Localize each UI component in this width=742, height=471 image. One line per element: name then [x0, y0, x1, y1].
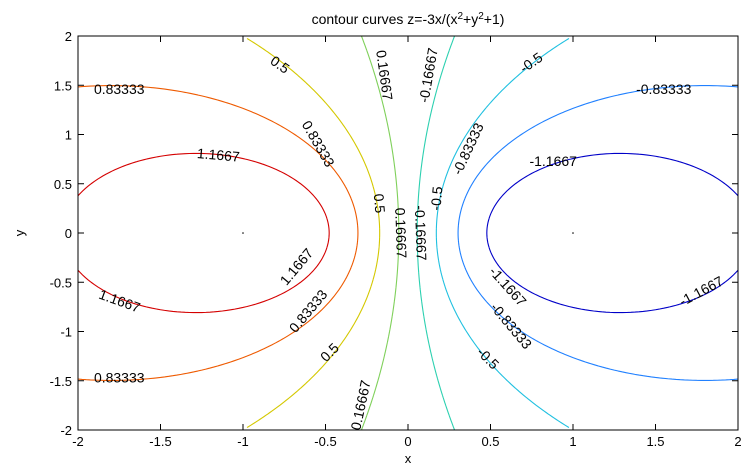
x-tick-label: 0.5: [481, 434, 499, 449]
contour-label: 0.16667: [373, 49, 396, 102]
contour-line: [486, 152, 739, 314]
x-axis-label: x: [405, 451, 412, 466]
x-tick-label: 1: [569, 434, 576, 449]
y-tick-label: -0.5: [50, 275, 72, 290]
contour-curves: [77, 35, 739, 431]
contour-line: [457, 85, 739, 381]
contour-line: [77, 152, 330, 314]
y-tick-label: 1: [65, 128, 72, 143]
x-tick-label: 1.5: [646, 434, 664, 449]
x-tick-label: -1.5: [149, 434, 171, 449]
y-tick-label: -2: [60, 423, 72, 438]
contour-line: [246, 37, 381, 429]
contour-label: -1.1667: [529, 153, 577, 169]
y-tick-label: 2: [65, 29, 72, 44]
contour-label: -0.83333: [636, 81, 691, 97]
y-axis-label: y: [12, 229, 27, 236]
y-tick-label: -1: [60, 325, 72, 340]
contour-label: 0.83333: [94, 81, 145, 97]
x-tick-label: 0: [404, 434, 411, 449]
x-tick-label: -1: [237, 434, 249, 449]
contour-line: [360, 35, 400, 431]
y-tick-label: -1.5: [50, 374, 72, 389]
y-tick-label: 1.5: [54, 78, 72, 93]
x-tick-label: 2: [734, 434, 741, 449]
contour-label: 0.83333: [94, 369, 145, 385]
contour-label: -0.16667: [412, 205, 430, 261]
contour-label: -0.5: [427, 185, 445, 211]
x-tick-label: -2: [72, 434, 84, 449]
contour-line: [435, 37, 570, 429]
y-tick-label: 0: [65, 226, 72, 241]
axis-ticks: -2 -1.5 -1 -0.5 0 0.5 1 1.5 2 -2 -1.5 -1 -0.5 0 0.5 1 1.…: [50, 29, 742, 449]
contour-label: 0.16667: [392, 207, 410, 258]
chart-title: contour curves z=-3x/(x2+y2+1): [312, 11, 505, 28]
extremum-dot: [242, 232, 244, 234]
contour-line: [416, 35, 456, 431]
contour-label: 1.1667: [196, 145, 240, 165]
contour-label: 0.5: [371, 193, 389, 214]
extremum-dot: [572, 232, 574, 234]
plot-background: [78, 36, 738, 430]
x-tick-label: -0.5: [314, 434, 336, 449]
contour-line: [77, 85, 359, 381]
y-tick-label: 0.5: [54, 177, 72, 192]
